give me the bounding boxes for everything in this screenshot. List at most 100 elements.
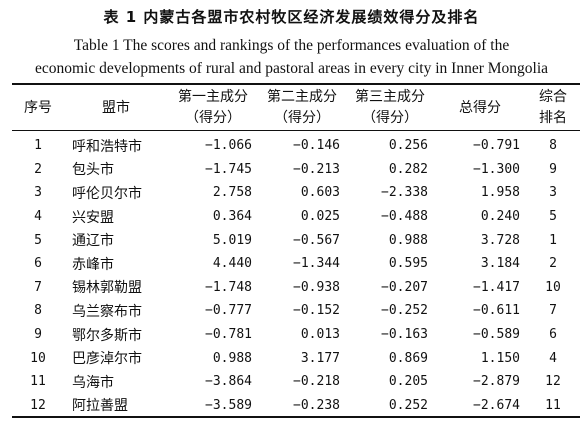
header-pc2: 第二主成分 （得分）: [267, 89, 337, 126]
row-city: 鄂尔多斯市: [72, 327, 142, 344]
row-pc3-score: −0.252: [381, 303, 428, 319]
row-rank: 4: [549, 350, 557, 366]
header-city: 盟市: [102, 99, 130, 116]
row-pc3-score: 0.252: [388, 397, 428, 413]
row-pc3-score: 0.282: [388, 161, 428, 177]
row-number: 1: [34, 138, 42, 154]
row-total-score: −2.879: [473, 374, 520, 390]
row-number: 10: [30, 350, 46, 366]
row-total-score: 0.240: [480, 209, 520, 225]
row-total-score: 1.958: [480, 185, 520, 201]
row-pc1-score: −3.589: [205, 397, 252, 413]
row-pc3-score: −0.207: [381, 279, 428, 295]
row-pc3-score: −0.163: [381, 327, 428, 343]
row-number: 7: [34, 279, 42, 295]
row-number: 6: [34, 256, 42, 272]
row-number: 11: [30, 374, 46, 390]
row-city: 阿拉善盟: [72, 398, 128, 415]
header-no: 序号: [24, 99, 52, 116]
row-pc2-score: −0.938: [293, 279, 340, 295]
row-number: 8: [34, 303, 42, 319]
table-row: 7 锡林郭勒盟 −1.748 −0.938 −0.207 −1.417 10: [12, 276, 580, 300]
row-city: 巴彦淖尔市: [72, 351, 142, 368]
row-pc1-score: 4.440: [212, 256, 252, 272]
row-pc1-score: 2.758: [212, 185, 252, 201]
row-rank: 1: [549, 232, 557, 248]
row-number: 9: [34, 327, 42, 343]
row-pc1-score: −1.748: [205, 279, 252, 295]
row-total-score: 3.728: [480, 232, 520, 248]
row-pc1-score: 5.019: [212, 232, 252, 248]
row-rank: 12: [545, 374, 561, 390]
table-row: 5 通辽市 5.019 −0.567 0.988 3.728 1: [12, 228, 580, 252]
table-row: 9 鄂尔多斯市 −0.781 0.013 −0.163 −0.589 6: [12, 323, 580, 347]
row-pc1-score: −0.777: [205, 303, 252, 319]
row-number: 3: [34, 185, 42, 201]
row-rank: 6: [549, 327, 557, 343]
row-pc2-score: −0.146: [293, 138, 340, 154]
row-number: 2: [34, 161, 42, 177]
row-city: 包头市: [72, 162, 114, 179]
table-row: 4 兴安盟 0.364 0.025 −0.488 0.240 5: [12, 205, 580, 229]
table-header-row: 序号 盟市 第一主成分 （得分） 第二主成分 （得分） 第三主成分 （得分） 总得分 …: [12, 86, 580, 130]
row-total-score: −1.300: [473, 161, 520, 177]
row-rank: 7: [549, 303, 557, 319]
table-row: 12 阿拉善盟 −3.589 −0.238 0.252 −2.674 11: [12, 394, 580, 418]
row-pc2-score: −0.218: [293, 374, 340, 390]
table-bottom-rule: [12, 416, 580, 418]
row-pc1-score: 0.364: [212, 209, 252, 225]
table-row: 3 呼伦贝尔市 2.758 0.603 −2.338 1.958 3: [12, 181, 580, 205]
row-city: 通辽市: [72, 233, 114, 250]
row-rank: 5: [549, 209, 557, 225]
row-city: 乌海市: [72, 374, 114, 391]
row-total-score: −1.417: [473, 279, 520, 295]
row-rank: 3: [549, 185, 557, 201]
row-pc1-score: 0.988: [212, 350, 252, 366]
row-pc2-score: 3.177: [300, 350, 340, 366]
row-rank: 10: [545, 279, 561, 295]
row-total-score: −0.611: [473, 303, 520, 319]
row-city: 赤峰市: [72, 256, 114, 273]
header-pc1: 第一主成分 （得分）: [178, 89, 248, 126]
table-top-rule: [12, 83, 580, 85]
row-pc2-score: 0.025: [300, 209, 340, 225]
header-total: 总得分: [459, 99, 501, 116]
row-city: 锡林郭勒盟: [72, 280, 142, 297]
row-city: 呼和浩特市: [72, 138, 142, 155]
row-pc2-score: −0.213: [293, 161, 340, 177]
header-pc3: 第三主成分 （得分）: [355, 89, 425, 126]
row-pc1-score: −3.864: [205, 374, 252, 390]
header-rank: 综合 排名: [539, 89, 567, 126]
row-pc2-score: −0.238: [293, 397, 340, 413]
row-city: 兴安盟: [72, 209, 114, 226]
row-pc2-score: −1.344: [293, 256, 340, 272]
table-row: 6 赤峰市 4.440 −1.344 0.595 3.184 2: [12, 252, 580, 276]
table-caption-en-line2: economic developments of rural and pasto…: [34, 60, 549, 77]
row-total-score: −0.589: [473, 327, 520, 343]
row-pc3-score: −0.488: [381, 209, 428, 225]
row-pc3-score: 0.595: [388, 256, 428, 272]
row-number: 5: [34, 232, 42, 248]
row-pc3-score: 0.256: [388, 138, 428, 154]
table-caption-en: Table 1 The scores and rankings of the p…: [0, 34, 583, 80]
row-number: 12: [30, 397, 46, 413]
row-total-score: 1.150: [480, 350, 520, 366]
table-header-rule: [12, 130, 580, 131]
table-body: 1 呼和浩特市 −1.066 −0.146 0.256 −0.791 8 2 包头市 −1.745…: [12, 130, 580, 417]
table-row: 8 乌兰察布市 −0.777 −0.152 −0.252 −0.611 7: [12, 299, 580, 323]
row-pc1-score: −1.745: [205, 161, 252, 177]
row-total-score: −0.791: [473, 138, 520, 154]
row-pc3-score: −2.338: [381, 185, 428, 201]
row-rank: 9: [549, 161, 557, 177]
row-number: 4: [34, 209, 42, 225]
table-row: 2 包头市 −1.745 −0.213 0.282 −1.300 9: [12, 158, 580, 182]
row-pc3-score: 0.205: [388, 374, 428, 390]
row-pc1-score: −1.066: [205, 138, 252, 154]
row-pc1-score: −0.781: [205, 327, 252, 343]
row-rank: 2: [549, 256, 557, 272]
table-row: 1 呼和浩特市 −1.066 −0.146 0.256 −0.791 8: [12, 130, 580, 158]
row-city: 乌兰察布市: [72, 303, 142, 320]
row-city: 呼伦贝尔市: [72, 185, 142, 202]
row-total-score: −2.674: [473, 397, 520, 413]
